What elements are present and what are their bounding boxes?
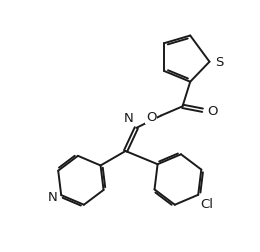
Text: N: N [48,191,57,203]
Text: Cl: Cl [200,197,213,210]
Text: S: S [215,56,223,69]
Text: N: N [124,112,133,124]
Text: O: O [207,104,218,117]
Text: O: O [146,110,156,123]
